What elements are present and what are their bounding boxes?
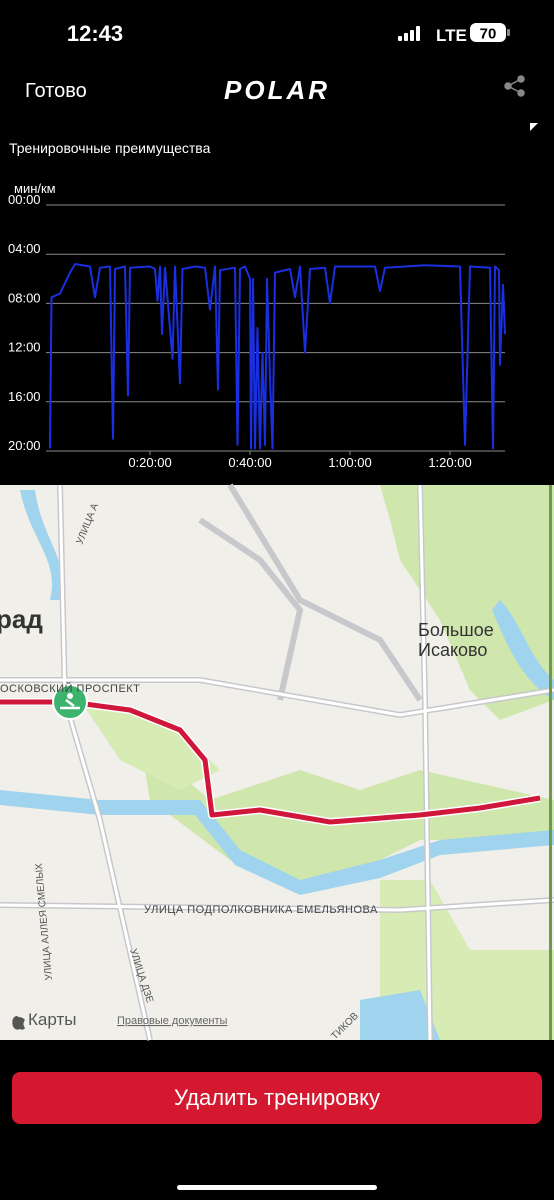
y-tick-label: 04:00 (8, 241, 41, 256)
battery-icon (470, 23, 506, 42)
network-label: LTE (436, 26, 467, 45)
map[interactable]: рад Большое Исаково ОСКОВСКИЙ ПРОСПЕКТ У… (0, 483, 554, 1042)
y-tick-label: 16:00 (8, 389, 41, 404)
map-label: Исаково (418, 640, 487, 660)
delete-workout-button[interactable]: Удалить тренировку (12, 1072, 542, 1124)
pace-chart: 00:00 04:00 08:00 12:00 16:00 20:00 0:20:00 0:4… (8, 192, 506, 470)
maps-attribution: Карты (28, 1010, 76, 1029)
y-tick-label: 00:00 (8, 192, 41, 207)
map-label: УЛИЦА ПОДПОЛКОВНИКА ЕМЕЛЬЯНОВА (144, 904, 378, 916)
share-button[interactable] (504, 75, 525, 97)
map-label: Большое (418, 620, 494, 640)
pace-line (49, 263, 506, 450)
battery-level: 70 (480, 26, 497, 43)
y-tick-label: 12:00 (8, 340, 41, 355)
x-tick-label: 1:00:00 (328, 455, 371, 470)
home-indicator (177, 1185, 377, 1190)
x-tick-label: 1:20:00 (428, 455, 471, 470)
map-label: рад (0, 604, 43, 634)
section-title: Тренировочные преимущества (9, 140, 211, 156)
x-tick-label: 0:40:00 (228, 455, 271, 470)
y-axis-label: мин/км (14, 181, 56, 196)
legal-link[interactable]: Правовые документы (117, 1015, 228, 1027)
corner-mark (530, 123, 538, 131)
battery-tip (507, 29, 510, 36)
status-time: 12:43 (67, 21, 123, 46)
y-tick-label: 08:00 (8, 290, 41, 305)
signal-icon (398, 26, 420, 41)
polar-logo: POLAR (224, 75, 330, 105)
y-tick-label: 20:00 (8, 438, 41, 453)
x-tick-label: 0:20:00 (128, 455, 171, 470)
done-button[interactable]: Готово (25, 80, 87, 102)
screen-canvas: 12:43 LTE 70 Готово POLAR Тренировочные … (0, 21, 554, 1042)
map-label: ОСКОВСКИЙ ПРОСПЕКТ (0, 682, 140, 695)
